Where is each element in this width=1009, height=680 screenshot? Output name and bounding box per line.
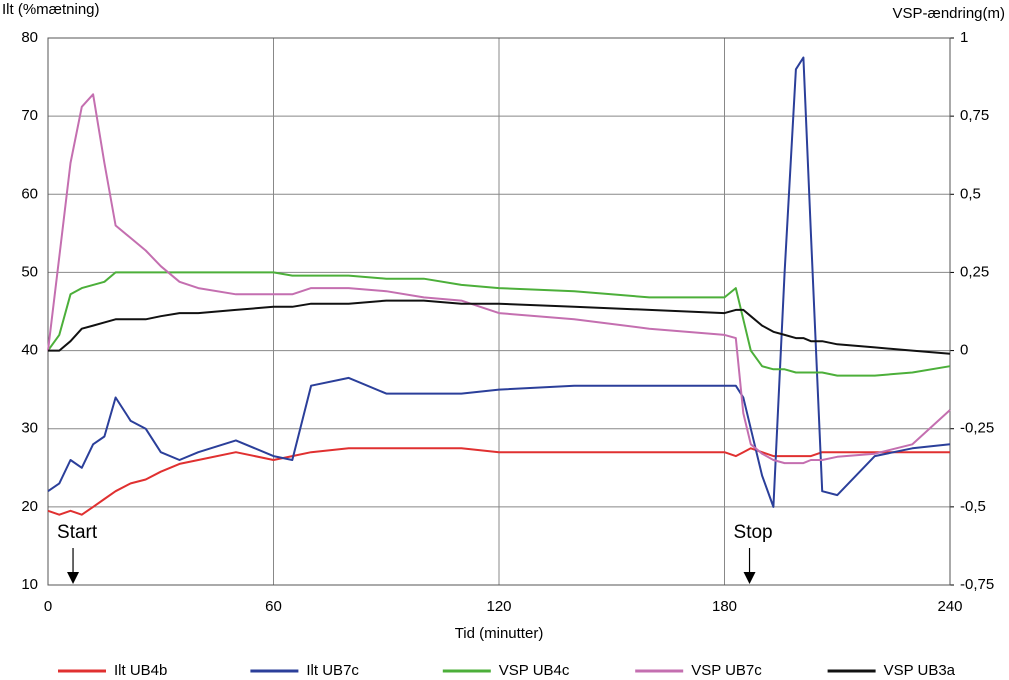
- y-tick-label: 70: [21, 107, 38, 124]
- y2-tick-label: -0,75: [960, 576, 994, 593]
- y-tick-label: 30: [21, 420, 38, 437]
- x-tick-label: 240: [937, 598, 962, 615]
- y2-tick-label: 0,75: [960, 107, 989, 124]
- y-tick-label: 40: [21, 342, 38, 359]
- legend-label: Ilt UB4b: [114, 662, 167, 679]
- y2-tick-label: 0: [960, 342, 968, 359]
- y-axis-title: Ilt (%mætning): [2, 1, 100, 18]
- legend-label: VSP UB4c: [499, 662, 570, 679]
- x-tick-label: 180: [712, 598, 737, 615]
- y-tick-label: 50: [21, 263, 38, 280]
- series-line: [47, 447, 950, 516]
- legend-label: VSP UB3a: [884, 662, 956, 679]
- series-line: [47, 56, 951, 508]
- x-axis-title: Tid (minutter): [455, 625, 544, 642]
- y2-tick-label: 0,5: [960, 185, 981, 202]
- y-tick-label: 20: [21, 498, 38, 515]
- y2-tick-label: -0,5: [960, 498, 986, 515]
- plot-border: [47, 37, 951, 586]
- legend-label: Ilt UB7c: [306, 662, 359, 679]
- legend-label: VSP UB7c: [691, 662, 762, 679]
- annotation-arrowhead: [67, 572, 80, 584]
- x-tick-label: 60: [265, 598, 282, 615]
- series-line: [47, 93, 951, 465]
- annotation: Stop: [734, 522, 773, 543]
- y2-tick-label: 0,25: [960, 263, 989, 280]
- y2-tick-label: -0,25: [960, 420, 994, 437]
- series-line: [47, 271, 951, 377]
- annotation: Start: [57, 522, 98, 543]
- y2-axis-title: VSP-ændring(m): [892, 5, 1005, 22]
- y-tick-label: 80: [21, 29, 38, 46]
- x-tick-label: 0: [44, 598, 52, 615]
- x-tick-label: 120: [486, 598, 511, 615]
- y-tick-label: 10: [21, 576, 38, 593]
- series-line: [48, 299, 951, 355]
- y2-tick-label: 1: [960, 29, 968, 46]
- y-tick-label: 60: [21, 185, 38, 202]
- annotation-arrowhead: [743, 572, 756, 584]
